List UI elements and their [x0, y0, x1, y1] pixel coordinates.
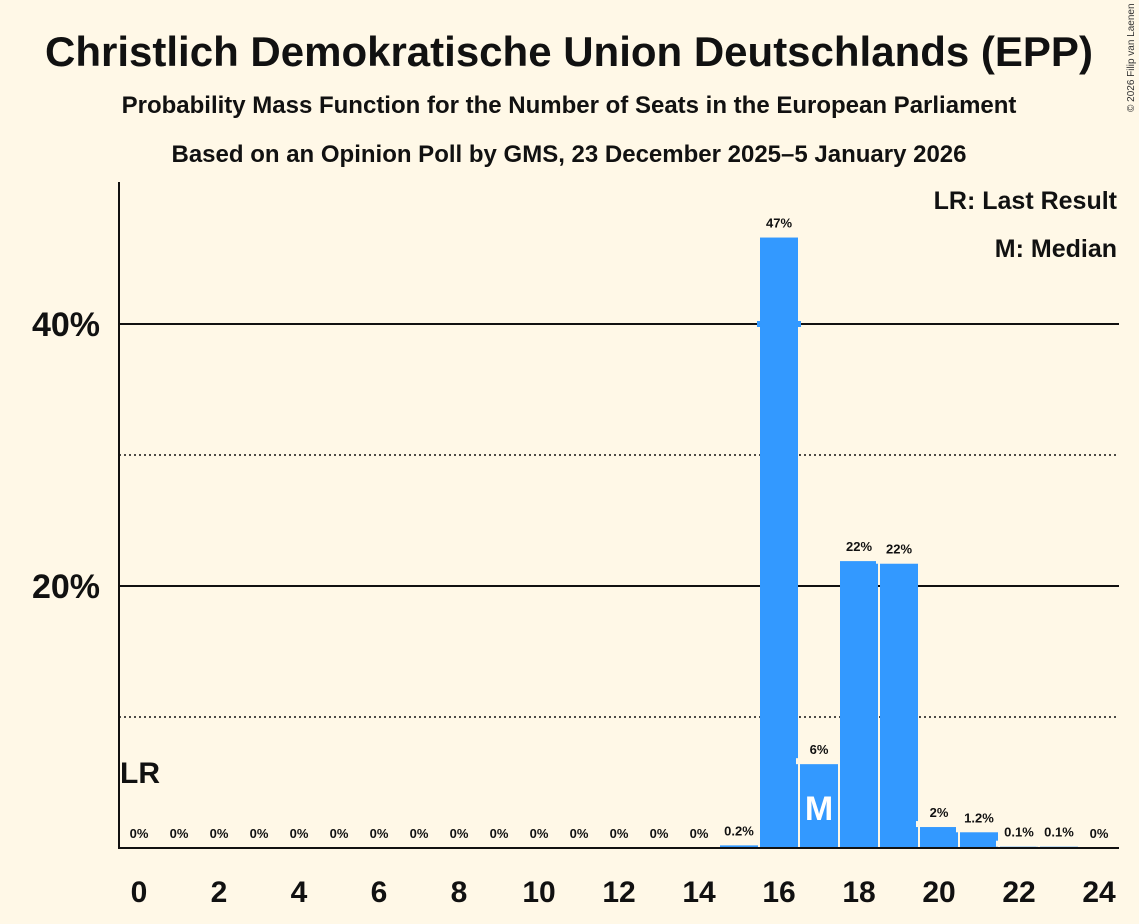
bar-label-seat-17: 6%: [810, 742, 829, 757]
copyright-notice: © 2026 Filip van Laenen: [1126, 3, 1137, 112]
y-tick-label: 40%: [32, 306, 100, 344]
bar-label-seat-7: 0%: [410, 826, 429, 841]
chart-title: Christlich Demokratische Union Deutschla…: [45, 28, 1093, 75]
bar-label-seat-21: 1.2%: [964, 810, 994, 825]
x-tick-label: 2: [211, 876, 228, 909]
median-marker: M: [805, 790, 833, 828]
bar-label-seat-18: 22%: [846, 539, 872, 554]
gridlines: [119, 323, 1119, 718]
bar-label-seat-8: 0%: [450, 826, 469, 841]
bar-label-seat-2: 0%: [210, 826, 229, 841]
x-tick-label: 22: [1002, 876, 1035, 909]
legend-last-result: LR: Last Result: [934, 187, 1118, 215]
bar-seat-17: [800, 764, 838, 848]
bar-seat-20: [920, 827, 958, 848]
bar-gap: [916, 821, 962, 828]
bar-label-seat-23: 0.1%: [1044, 825, 1074, 840]
y-tick-bg: [18, 560, 104, 600]
bar-label-seat-11: 0%: [570, 826, 589, 841]
bar-labels: 0% 0% 0% 0% 0% 0% 0% 0% 0% 0% 0% 0% 0% 0% 0% 0.2% 47% 6% 2…: [130, 216, 1109, 841]
x-tick-label: 16: [762, 876, 795, 909]
x-tick-label: 6: [371, 876, 388, 909]
bar-label-seat-6: 0%: [370, 826, 389, 841]
x-tick-label: 0: [131, 876, 148, 909]
bar-gap: [1036, 840, 1082, 847]
x-tick-label: 4: [291, 876, 308, 909]
bar-label-seat-24: 0%: [1090, 826, 1109, 841]
bar-label-seat-3: 0%: [250, 826, 269, 841]
x-tick-label: 24: [1082, 876, 1116, 909]
bar-label-seat-16: 47%: [766, 216, 792, 231]
y-axis-ticks: 20% 40%: [18, 298, 104, 606]
bar-label-seat-1: 0%: [170, 826, 189, 841]
bar-seat-16: [760, 237, 798, 849]
bars: [716, 231, 1082, 849]
legend-median: M: Median: [995, 235, 1117, 263]
x-tick-label: 10: [522, 876, 555, 909]
bar-gap: [956, 826, 1002, 833]
x-tick-label: 14: [682, 876, 716, 909]
bar-label-seat-15: 0.2%: [724, 823, 754, 838]
last-result-marker: LR: [120, 757, 160, 790]
bar-gap: [836, 555, 882, 562]
bar-label-seat-10: 0%: [530, 826, 549, 841]
bar-gap: [996, 840, 1042, 847]
bar-label-seat-9: 0%: [490, 826, 509, 841]
chart-source: Based on an Opinion Poll by GMS, 23 Dece…: [172, 141, 967, 168]
bar-label-seat-4: 0%: [290, 826, 309, 841]
bar-gap: [796, 758, 842, 765]
x-axis-ticks: 0 2 4 6 8 10 12 14 16 18 20 22 24: [131, 876, 1116, 909]
bar-gap: [756, 231, 802, 238]
bar-seat-19: [880, 563, 918, 848]
x-tick-label: 20: [922, 876, 955, 909]
bar-label-seat-19: 22%: [886, 542, 912, 557]
x-tick-label: 8: [451, 876, 468, 909]
bar-gap: [716, 839, 762, 846]
chart-subtitle: Probability Mass Function for the Number…: [122, 92, 1017, 119]
bar-label-seat-0: 0%: [130, 826, 149, 841]
y-tick-bg: [18, 298, 104, 338]
x-tick-label: 18: [842, 876, 875, 909]
bar-label-seat-13: 0%: [650, 826, 669, 841]
bar-gap: [876, 557, 922, 564]
bar-label-seat-14: 0%: [690, 826, 709, 841]
bar-seat-21: [960, 832, 998, 848]
bar-label-seat-22: 0.1%: [1004, 825, 1034, 840]
bar-seat-15: [720, 845, 758, 848]
y-tick-label: 20%: [32, 568, 100, 606]
x-tick-label: 12: [602, 876, 635, 909]
bar-seat-18: [840, 561, 878, 848]
markers: LR M: [120, 757, 833, 828]
peak-bar-overlay: [757, 321, 801, 327]
bar-label-seat-12: 0%: [610, 826, 629, 841]
bar-label-seat-20: 2%: [930, 805, 949, 820]
bar-label-seat-5: 0%: [330, 826, 349, 841]
